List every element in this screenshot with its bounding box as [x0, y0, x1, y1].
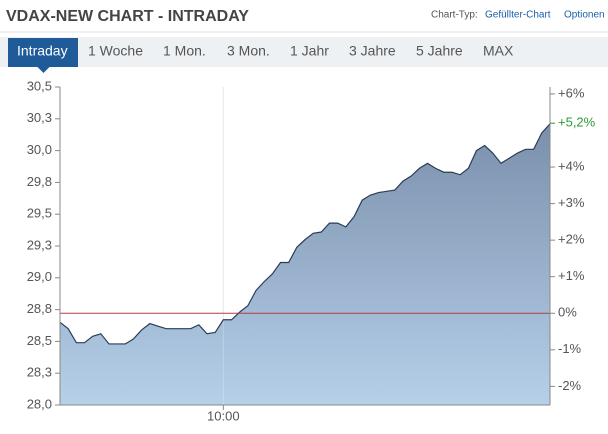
x-tick-label: 10:00 — [207, 408, 240, 423]
y-tick-label: 28,3 — [27, 365, 52, 380]
tab-active-bg — [8, 38, 78, 67]
y2-tick-label: +1% — [558, 268, 585, 283]
y2-tick-label: -1% — [558, 341, 582, 356]
annotation: +5,2% — [558, 115, 596, 130]
y2-tick-label: +6% — [558, 85, 585, 100]
y2-tick-label: +3% — [558, 195, 585, 210]
y-tick-label: 28,8 — [27, 301, 52, 316]
y-tick-label: 30,3 — [27, 110, 52, 125]
y-tick-label: 28,5 — [27, 333, 52, 348]
tab[interactable]: 1 Mon. — [163, 43, 206, 59]
y2-tick-label: +2% — [558, 232, 585, 247]
area — [60, 123, 550, 405]
line — [59, 123, 551, 345]
y2-tick-label: 0% — [558, 305, 577, 320]
y-tick-label: 29,3 — [27, 237, 52, 252]
tab[interactable]: 1 Jahr — [290, 43, 329, 59]
tab[interactable]: 1 Woche — [88, 43, 143, 59]
tab-pointer — [37, 67, 50, 73]
chart-type-label: Chart-Typ: — [431, 10, 478, 21]
tab[interactable]: MAX — [483, 43, 514, 59]
y2-tick-label: -2% — [558, 378, 582, 393]
y-tick-label: 30,5 — [27, 78, 52, 93]
options-link[interactable]: Optionen — [564, 10, 605, 21]
tab[interactable]: 5 Jahre — [416, 43, 463, 59]
y-tick-label: 30,0 — [27, 142, 52, 157]
title: VDAX-NEW CHART - INTRADAY — [6, 8, 249, 25]
tab-bar — [0, 37, 608, 67]
tab[interactable]: 3 Jahre — [349, 43, 396, 59]
tab[interactable]: Intraday — [17, 43, 68, 59]
y-tick-label: 29,0 — [27, 269, 52, 284]
y-tick-label: 29,5 — [27, 206, 52, 221]
y-tick-label: 29,8 — [27, 174, 52, 189]
y2-tick-label: +4% — [558, 158, 585, 173]
y-tick-label: 28,0 — [27, 396, 52, 411]
chart-type-link[interactable]: Gefüllter-Chart — [485, 10, 551, 21]
tab[interactable]: 3 Mon. — [227, 43, 270, 59]
